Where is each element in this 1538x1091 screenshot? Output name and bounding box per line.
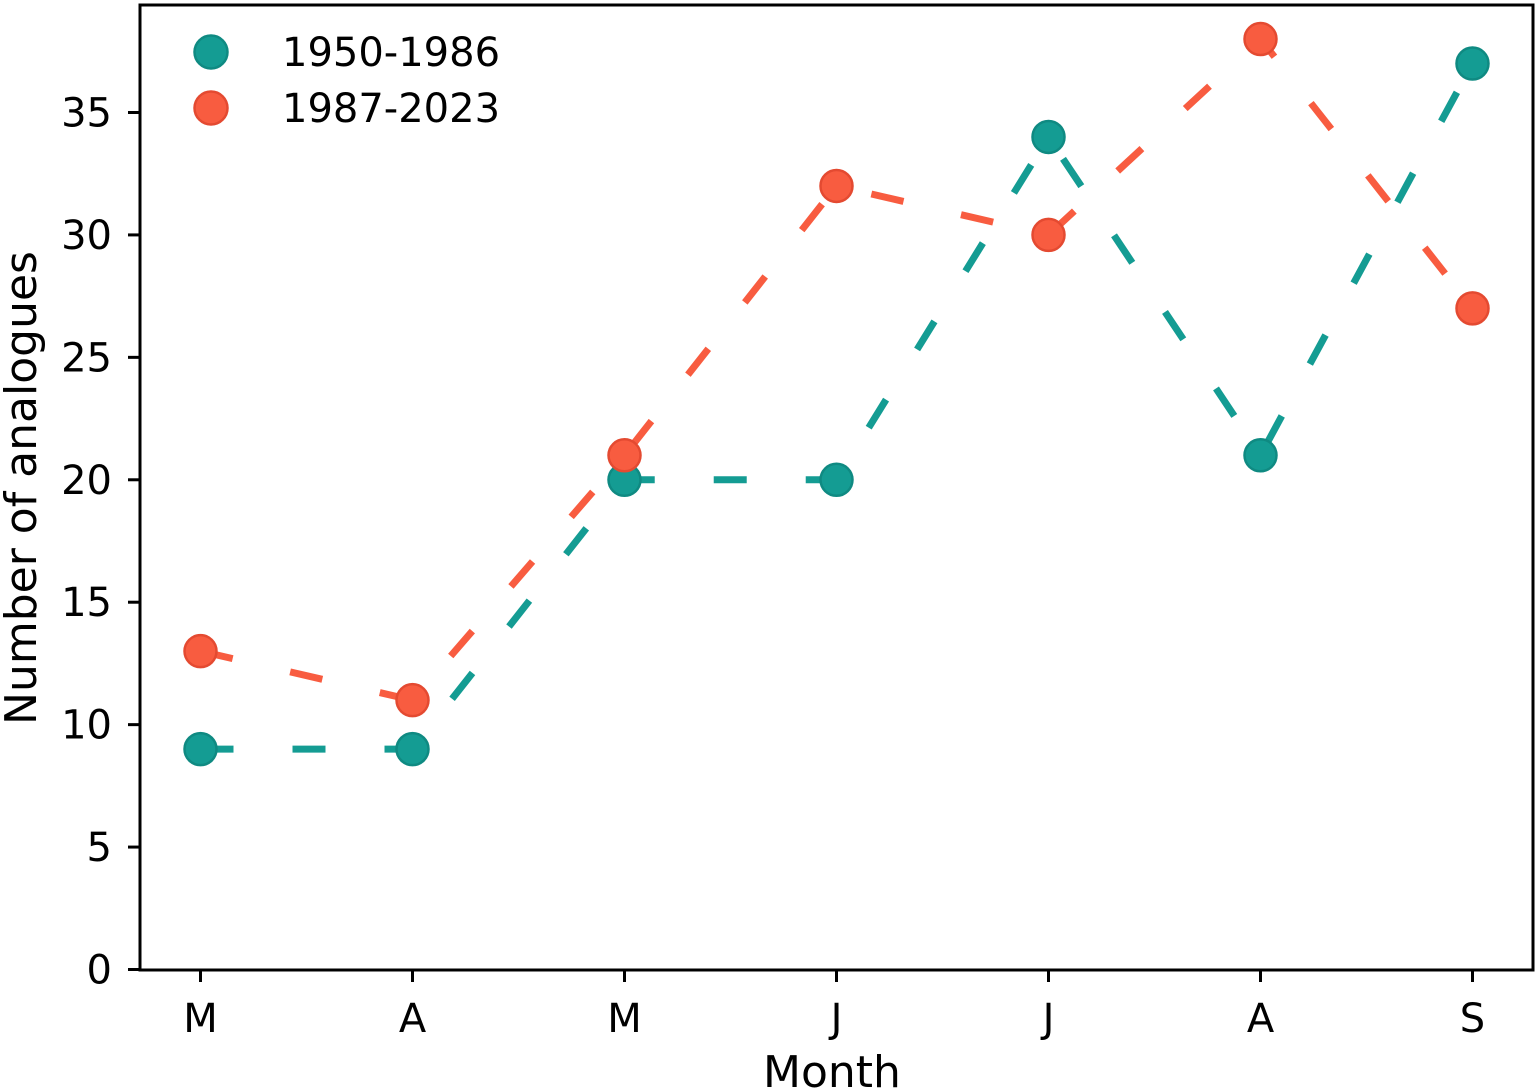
y-tick-label: 10 [61, 703, 112, 749]
x-tick-label: J [1040, 996, 1055, 1042]
data-point [1243, 21, 1278, 57]
data-point [1455, 46, 1490, 81]
legend: 1950-1986 1987-2023 [193, 30, 500, 132]
y-axis-ticks: 0 5 10 15 20 25 30 35 [61, 90, 140, 994]
data-point [1455, 291, 1490, 326]
y-tick-label: 30 [61, 213, 112, 259]
x-tick-label: J [828, 996, 843, 1042]
data-point [1031, 217, 1066, 253]
plot-generated-content: 0 5 10 15 20 25 30 35 M A M J J A S 1950-1986 1987-2023 [61, 3, 1535, 1042]
legend-label: 1987-2023 [282, 86, 500, 132]
x-tick-label: S [1460, 996, 1485, 1042]
data-point [819, 462, 854, 498]
x-tick-label: A [399, 996, 427, 1042]
data-point [1031, 119, 1066, 155]
x-tick-label: M [607, 996, 642, 1042]
legend-item: 1950-1986 [193, 30, 500, 76]
data-point [395, 682, 430, 718]
y-tick-label: 20 [61, 458, 112, 504]
y-axis-label: Number of analogues [0, 251, 47, 725]
x-axis-label: Month [763, 1047, 901, 1091]
x-tick-label: M [183, 996, 218, 1042]
legend-marker [193, 90, 229, 126]
series-1950-1986 [183, 46, 1490, 767]
y-tick-label: 15 [61, 580, 112, 626]
data-point [183, 731, 218, 767]
y-tick-label: 5 [87, 825, 112, 871]
y-tick-label: 35 [61, 90, 112, 136]
series-1987-2023 [183, 21, 1490, 718]
legend-marker [193, 34, 229, 70]
data-point [819, 168, 854, 204]
x-tick-label: A [1247, 996, 1275, 1042]
legend-item: 1987-2023 [193, 86, 500, 132]
data-point [395, 731, 430, 767]
data-point [183, 633, 218, 669]
y-tick-label: 0 [87, 948, 112, 994]
data-point [1243, 438, 1278, 473]
data-point [607, 438, 642, 473]
y-tick-label: 25 [61, 335, 112, 381]
legend-label: 1950-1986 [282, 30, 500, 76]
